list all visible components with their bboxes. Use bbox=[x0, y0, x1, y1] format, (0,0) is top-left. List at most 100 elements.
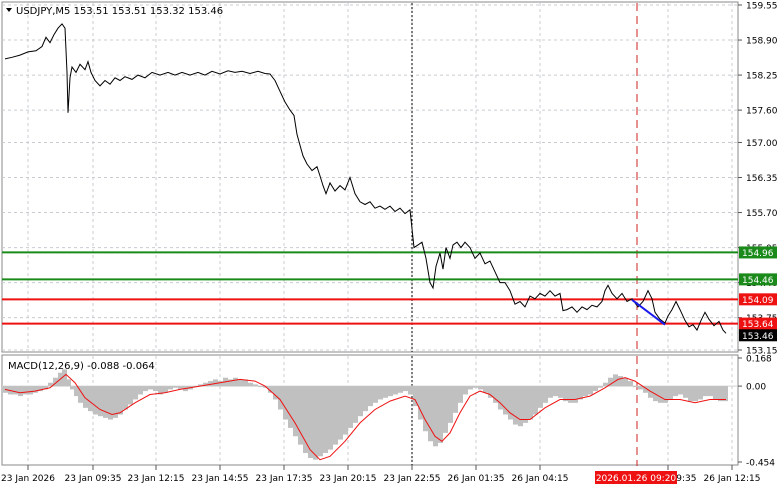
time-tick-label: 23 Jan 14:55 bbox=[192, 474, 249, 484]
symbol-dropdown-icon[interactable] bbox=[6, 8, 12, 12]
macd-histogram-bar bbox=[613, 374, 618, 387]
time-tick-label: 26 Jan 01:35 bbox=[448, 474, 505, 484]
macd-histogram-bar bbox=[103, 386, 108, 418]
macd-histogram-bar bbox=[343, 386, 348, 435]
macd-histogram-bar bbox=[623, 377, 628, 387]
macd-group bbox=[2, 369, 738, 461]
level-price-tag bbox=[739, 317, 777, 330]
macd-histogram-bar bbox=[303, 386, 308, 453]
macd-histogram-bar bbox=[478, 386, 483, 390]
macd-histogram-bar bbox=[668, 386, 673, 400]
price-tick-label: 159.55 bbox=[746, 2, 778, 12]
macd-histogram-bar bbox=[458, 386, 463, 403]
level-price-label: 154.46 bbox=[742, 276, 774, 286]
macd-histogram-bar bbox=[463, 386, 468, 395]
time-tick-label: 23 Jan 17:35 bbox=[256, 474, 313, 484]
macd-histogram-bar bbox=[538, 386, 543, 408]
macd-histogram-bar bbox=[398, 386, 403, 393]
macd-histogram-bar bbox=[533, 386, 538, 415]
macd-histogram-bar bbox=[508, 386, 513, 420]
level-price-tag bbox=[739, 293, 777, 306]
macd-histogram-bar bbox=[563, 386, 568, 402]
macd-histogram-bar bbox=[168, 386, 173, 390]
macd-histogram-bar bbox=[393, 386, 398, 395]
macd-histogram-bar bbox=[128, 386, 133, 405]
macd-histogram-bar bbox=[353, 386, 358, 423]
macd-histogram-bar bbox=[493, 386, 498, 403]
macd-histogram-bar bbox=[98, 386, 103, 417]
macd-histogram-bar bbox=[698, 386, 703, 400]
macd-histogram-bar bbox=[578, 386, 583, 400]
macd-histogram-bar bbox=[158, 386, 163, 395]
macd-histogram-bar bbox=[433, 386, 438, 447]
macd-histogram-bar bbox=[588, 386, 593, 395]
macd-histogram-bar bbox=[228, 379, 233, 387]
macd-tick-label: 0.168 bbox=[746, 355, 772, 365]
macd-histogram-bar bbox=[438, 386, 443, 443]
macd-histogram-bar bbox=[88, 386, 93, 412]
separators bbox=[411, 3, 638, 466]
macd-histogram-bar bbox=[703, 386, 708, 397]
macd-histogram-bar bbox=[348, 386, 353, 428]
macd-histogram-bar bbox=[18, 386, 23, 397]
macd-histogram-bar bbox=[268, 386, 273, 393]
price-tick-label: 158.90 bbox=[746, 37, 778, 47]
macd-histogram-bar bbox=[66, 379, 71, 387]
levels bbox=[2, 251, 738, 325]
macd-histogram-bar bbox=[408, 386, 413, 395]
macd-histogram-bar bbox=[13, 386, 18, 395]
macd-histogram-bar bbox=[163, 386, 168, 393]
macd-histogram-bar bbox=[53, 377, 58, 387]
macd-histogram-bar bbox=[443, 386, 448, 433]
price-tick-label: 157.00 bbox=[746, 139, 778, 149]
macd-histogram-bar bbox=[108, 386, 113, 420]
macd-histogram-bar bbox=[673, 386, 678, 397]
macd-histogram-bar bbox=[143, 386, 148, 392]
macd-histogram-bar bbox=[253, 384, 258, 387]
macd-histogram-bar bbox=[203, 382, 208, 387]
macd-histogram-bar bbox=[628, 381, 633, 387]
macd-histogram-bar bbox=[93, 386, 98, 415]
macd-histogram-bar bbox=[358, 386, 363, 417]
price-tick-label: 157.60 bbox=[746, 107, 778, 117]
macd-histogram-bar bbox=[473, 386, 478, 388]
macd-histogram-bar bbox=[323, 386, 328, 453]
macd-histogram-bar bbox=[38, 386, 43, 392]
macd-histogram-bar bbox=[618, 376, 623, 387]
macd-histogram-bar bbox=[28, 386, 33, 395]
macd-histogram-bar bbox=[513, 386, 518, 425]
macd-histogram-bar bbox=[548, 386, 553, 398]
price-tick-label: 153.15 bbox=[746, 347, 778, 357]
time-tick-label: 23 Jan 20:15 bbox=[320, 474, 377, 484]
time-tick-label: 26 Jan 04:15 bbox=[512, 474, 569, 484]
macd-histogram-bar bbox=[413, 386, 418, 407]
macd-histogram-bar bbox=[218, 381, 223, 387]
macd-histogram-bar bbox=[543, 386, 548, 403]
cursor-time-label: 2026.01.26 09:20 bbox=[596, 474, 677, 484]
macd-histogram-bar bbox=[403, 386, 408, 392]
macd-histogram-bar bbox=[448, 386, 453, 423]
macd-histogram-bar bbox=[638, 386, 643, 390]
macd-histogram-bar bbox=[328, 386, 333, 450]
trend-segment bbox=[631, 299, 666, 326]
macd-histogram-bar bbox=[333, 386, 338, 445]
macd-histogram-bar bbox=[583, 386, 588, 397]
macd-histogram-bar bbox=[288, 386, 293, 428]
macd-histogram-bar bbox=[428, 386, 433, 442]
macd-histogram-bar bbox=[468, 386, 473, 390]
macd-histogram-bar bbox=[483, 386, 488, 393]
macd-histogram-bar bbox=[62, 369, 67, 387]
macd-histogram-bar bbox=[683, 386, 688, 398]
macd-histogram-bar bbox=[23, 386, 28, 395]
time-axis: 23 Jan 2026 23 Jan 09:35 23 Jan 12:15 23 Ja… bbox=[1, 465, 760, 484]
macd-histogram-bar bbox=[298, 386, 303, 445]
macd-histogram-bar bbox=[293, 386, 298, 437]
macd-histogram-bar bbox=[83, 386, 88, 408]
macd-histogram-bar bbox=[658, 386, 663, 403]
macd-histogram-bar bbox=[678, 386, 683, 395]
macd-histogram-bar bbox=[523, 386, 528, 423]
price-series-line bbox=[4, 23, 727, 334]
macd-histogram-bar bbox=[70, 386, 75, 390]
macd-histogram-bar bbox=[123, 386, 128, 410]
